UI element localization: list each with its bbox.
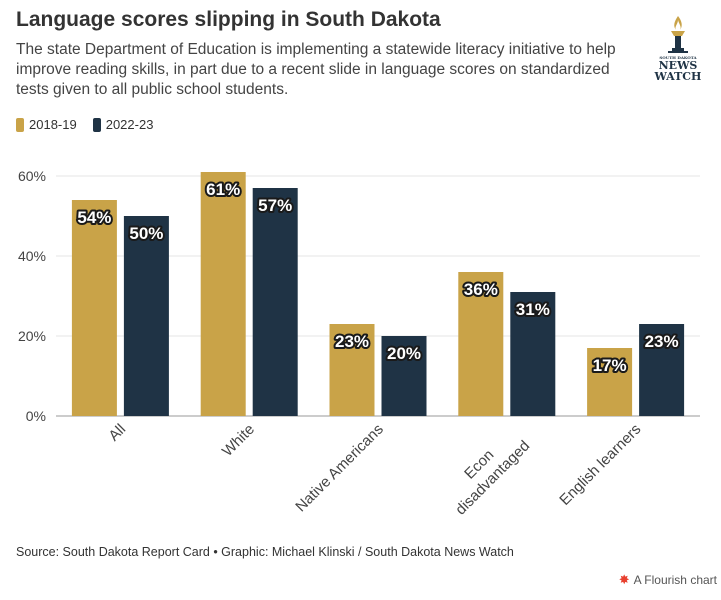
x-tick-label-econ-disadvantaged: Econdisadvantaged [439,424,533,518]
data-label-outline: 31% [516,300,550,319]
y-tick-label: 40% [18,248,46,264]
data-label-econ-disadvantaged-2022-23: 31% [516,300,550,319]
bar-econ-disadvantaged-2018-19 [458,272,504,416]
bar-white-2022-23 [252,188,298,416]
data-label-white-2018-19: 61% [206,180,240,199]
x-tick-label-english-learners: English learners [556,421,644,509]
x-tick-label-all: All [105,421,129,445]
legend-item-2018-19[interactable]: 2018-19 [16,117,77,132]
data-label-all-2022-23: 50% [129,224,163,243]
data-label-outline: 50% [129,224,163,243]
x-tick-label-line: Native Americans [292,421,387,516]
bar-chart: 0%20%40%60%54%54%50%50%All61%61%57%57%Wh… [18,168,700,518]
bar-english-learners-2018-19 [587,348,633,416]
legend-swatch-2018-19 [16,117,24,132]
data-label-native-americans-2018-19: 23% [335,332,369,351]
data-label-outline: 61% [206,180,240,199]
chart-subtitle: The state Department of Education is imp… [16,41,616,98]
data-label-outline: 54% [77,208,111,227]
bar-econ-disadvantaged-2022-23 [510,292,556,416]
source-note: Source: South Dakota Report Card • Graph… [16,545,514,559]
flourish-credit[interactable]: ✸ A Flourish chart [619,572,717,588]
data-label-outline: 23% [335,332,369,351]
x-tick-label-line: disadvantaged [452,437,533,518]
y-tick-label: 20% [18,328,46,344]
data-label-english-learners-2018-19: 17% [593,356,627,375]
data-label-native-americans-2022-23: 20% [387,344,421,363]
data-label-outline: 36% [464,280,498,299]
data-label-econ-disadvantaged-2018-19: 36% [464,280,498,299]
chart-title: Language scores slipping in South Dakota [16,8,441,31]
data-label-outline: 57% [258,196,292,215]
bar-native-americans-2018-19 [329,324,375,416]
bar-english-learners-2022-23 [639,324,685,416]
legend-label-2018-19: 2018-19 [29,117,77,132]
data-label-all-2018-19: 54% [77,208,111,227]
x-tick-label-line: White [219,421,258,460]
x-tick-label-line: All [105,421,129,445]
bar-all-2018-19 [71,200,117,416]
legend-swatch-2022-23 [92,117,101,132]
data-label-outline: 23% [645,332,679,351]
legend-item-2022-23[interactable]: 2022-23 [92,117,154,132]
chart-legend: 2018-19 2022-23 [16,117,153,132]
data-label-outline: 17% [593,356,627,375]
flourish-credit-label: A Flourish chart [633,573,717,587]
data-label-outline: 20% [387,344,421,363]
flourish-icon: ✸ [618,572,630,587]
logo-line1: SOUTH DAKOTA [659,55,697,60]
bar-all-2022-23 [123,216,169,416]
data-label-english-learners-2022-23: 23% [645,332,679,351]
news-watch-logo[interactable]: SOUTH DAKOTA NEWS WATCH [652,14,704,82]
torch-icon [668,16,688,53]
data-label-white-2022-23: 57% [258,196,292,215]
bar-native-americans-2022-23 [381,336,427,416]
logo-line2: NEWS [659,59,698,72]
legend-label-2022-23: 2022-23 [105,117,154,132]
x-tick-label-white: White [219,421,258,460]
bar-white-2018-19 [200,172,246,416]
y-tick-label: 0% [26,408,46,424]
x-tick-label-native-americans: Native Americans [292,421,387,516]
y-tick-label: 60% [18,168,46,184]
x-tick-label-line: English learners [556,421,644,509]
logo-line3: WATCH [654,70,702,82]
